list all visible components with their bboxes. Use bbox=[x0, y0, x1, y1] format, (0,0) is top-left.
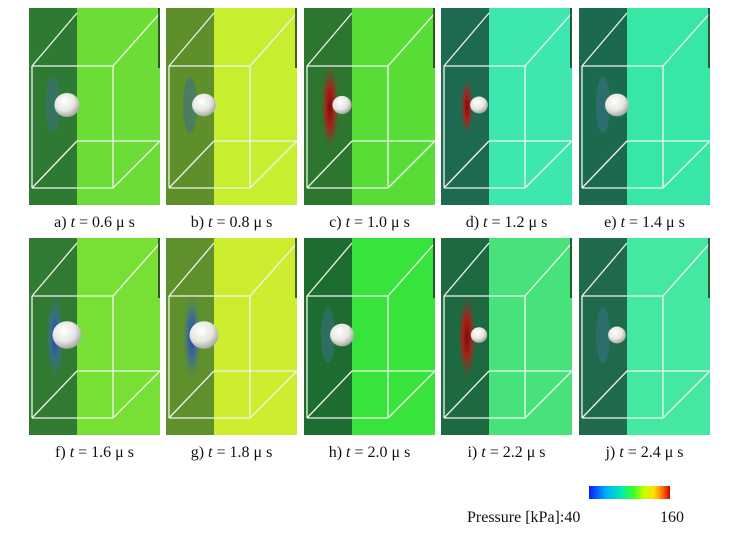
caption-label: j) bbox=[605, 444, 616, 461]
domain-wireframe bbox=[581, 12, 710, 189]
panel-render bbox=[304, 8, 435, 205]
simulation-panel bbox=[441, 8, 572, 205]
pressure-band bbox=[596, 307, 610, 363]
simulation-panel bbox=[579, 8, 710, 205]
panel-caption: b) t = 0.8 μ s bbox=[157, 214, 307, 232]
caption-label: a) bbox=[54, 214, 67, 231]
bubble bbox=[192, 93, 216, 117]
pressure-band bbox=[183, 77, 197, 133]
domain-wireframe bbox=[581, 242, 710, 419]
bubble bbox=[189, 321, 219, 349]
caption-time-value: = 1.2 μ s bbox=[487, 214, 548, 231]
domain-wireframe bbox=[443, 242, 572, 419]
caption-time-symbol: t bbox=[70, 214, 76, 231]
bubble bbox=[332, 95, 352, 115]
panel-caption: j) t = 2.4 μ s bbox=[570, 444, 720, 462]
simulation-panel bbox=[441, 238, 572, 435]
domain-wireframe bbox=[168, 12, 297, 189]
caption-time-value: = 0.8 μ s bbox=[212, 214, 273, 231]
pressure-colorbar bbox=[589, 486, 670, 499]
caption-time-symbol: t bbox=[620, 214, 626, 231]
caption-time-value: = 2.4 μ s bbox=[623, 444, 684, 461]
pressure-band bbox=[457, 289, 477, 385]
caption-label: i) bbox=[467, 444, 478, 461]
pressure-band bbox=[320, 59, 340, 155]
caption-time-value: = 1.6 μ s bbox=[74, 444, 134, 461]
pressure-band bbox=[321, 307, 335, 363]
pressure-band bbox=[46, 77, 60, 133]
panel-caption: h) t = 2.0 μ s bbox=[295, 444, 445, 462]
pressure-band bbox=[460, 75, 474, 139]
bubble bbox=[605, 93, 629, 117]
bubble bbox=[470, 327, 488, 343]
caption-time-value: = 2.2 μ s bbox=[485, 444, 546, 461]
simulation-panel bbox=[166, 8, 297, 205]
caption-label: f) bbox=[55, 444, 66, 461]
caption-time-value: = 0.6 μ s bbox=[75, 214, 135, 231]
caption-label: g) bbox=[190, 444, 205, 461]
caption-time-value: = 1.4 μ s bbox=[625, 214, 685, 231]
simulation-panel bbox=[166, 238, 297, 435]
panel-render bbox=[304, 238, 435, 435]
caption-time-symbol: t bbox=[208, 444, 213, 461]
caption-label: b) bbox=[190, 214, 205, 231]
pressure-band bbox=[596, 77, 610, 133]
caption-time-symbol: t bbox=[69, 444, 75, 461]
panel-caption: e) t = 1.4 μ s bbox=[570, 214, 720, 232]
caption-time-symbol: t bbox=[345, 214, 351, 231]
panel-caption: i) t = 2.2 μ s bbox=[432, 444, 582, 462]
caption-time-symbol: t bbox=[619, 444, 624, 461]
domain-wireframe bbox=[306, 12, 435, 189]
legend-max: 160 bbox=[660, 509, 684, 526]
caption-label: c) bbox=[329, 214, 342, 231]
simulation-panel bbox=[304, 238, 435, 435]
panel-render bbox=[166, 8, 297, 205]
caption-time-symbol: t bbox=[483, 214, 488, 231]
panel-render bbox=[29, 8, 160, 205]
legend-min: 40 bbox=[564, 509, 581, 526]
panel-caption: f) t = 1.6 μ s bbox=[20, 444, 170, 462]
panel-caption: c) t = 1.0 μ s bbox=[295, 214, 445, 232]
domain-wireframe bbox=[306, 242, 435, 419]
domain-wireframe bbox=[31, 12, 160, 189]
domain-wireframe bbox=[31, 242, 160, 419]
bubble bbox=[330, 323, 354, 347]
panel-render bbox=[166, 238, 297, 435]
panel-caption: a) t = 0.6 μ s bbox=[20, 214, 170, 232]
caption-time-value: = 1.0 μ s bbox=[350, 214, 410, 231]
caption-time-symbol: t bbox=[208, 214, 213, 231]
caption-time-value: = 2.0 μ s bbox=[350, 444, 411, 461]
simulation-panel bbox=[579, 238, 710, 435]
caption-time-symbol: t bbox=[481, 444, 486, 461]
panel-render bbox=[441, 8, 572, 205]
bubble bbox=[54, 93, 80, 117]
domain-wireframe bbox=[168, 242, 297, 419]
caption-label: h) bbox=[328, 444, 343, 461]
simulation-panel bbox=[304, 8, 435, 205]
simulation-panel bbox=[29, 8, 160, 205]
panel-render bbox=[579, 238, 710, 435]
caption-time-symbol: t bbox=[346, 444, 351, 461]
simulation-panel bbox=[29, 238, 160, 435]
bubble bbox=[470, 96, 488, 114]
caption-label: d) bbox=[465, 214, 480, 231]
bubble bbox=[52, 321, 82, 349]
domain-wireframe bbox=[443, 12, 572, 189]
legend-title: Pressure [kPa]: bbox=[467, 509, 565, 526]
panel-render bbox=[29, 238, 160, 435]
panel-render bbox=[441, 238, 572, 435]
panel-render bbox=[579, 8, 710, 205]
bubble bbox=[608, 326, 626, 344]
panel-caption: g) t = 1.8 μ s bbox=[157, 444, 307, 462]
panel-caption: d) t = 1.2 μ s bbox=[432, 214, 582, 232]
caption-time-value: = 1.8 μ s bbox=[212, 444, 273, 461]
caption-label: e) bbox=[604, 214, 617, 231]
